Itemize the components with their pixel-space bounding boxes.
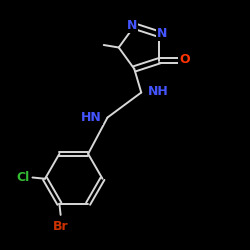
Text: HN: HN [81, 111, 102, 124]
Text: N: N [126, 19, 137, 32]
Text: Br: Br [53, 220, 69, 233]
Text: O: O [179, 54, 190, 66]
Text: N: N [157, 27, 167, 40]
Text: Cl: Cl [16, 171, 30, 184]
Text: NH: NH [148, 85, 169, 98]
